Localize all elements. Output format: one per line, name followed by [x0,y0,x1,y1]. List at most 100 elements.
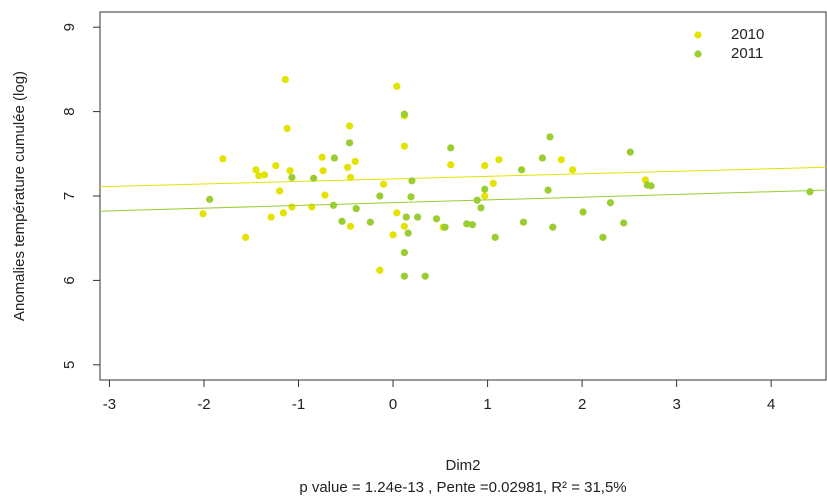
point [557,156,565,164]
x-tick-label: -3 [103,396,116,413]
point [272,162,280,170]
legend-marker [694,50,702,58]
point [321,191,329,199]
point [400,110,408,118]
x-tick-label: 4 [767,396,775,413]
point [288,173,296,182]
point [199,210,207,218]
point [281,75,289,84]
point [421,272,429,280]
point [219,155,227,163]
point [393,82,401,90]
point [319,167,327,175]
point [318,153,326,161]
x-tick-label: 2 [578,396,586,413]
point [283,124,291,133]
point [579,208,587,216]
point [288,203,296,211]
point [338,217,346,225]
y-tick-label: 7 [61,192,78,200]
point [491,233,499,241]
point [389,231,397,239]
point [252,166,260,174]
point [345,122,354,130]
point [620,219,628,227]
point [599,233,607,241]
point [393,209,401,217]
y-tick-label: 9 [61,23,78,31]
subtitle: p value = 1.24e-13 , Pente =0.02981, R² … [299,479,626,496]
y-tick-label: 6 [61,276,78,284]
point [400,142,408,150]
point [351,157,359,165]
point [432,215,441,223]
point [407,193,415,201]
point [447,144,455,152]
point [279,209,287,217]
point [400,248,408,257]
point [481,162,489,170]
y-tick-label: 8 [61,107,78,115]
x-tick-label: -1 [292,396,305,413]
point [345,139,354,147]
legend-label: 2011 [731,45,763,62]
point [519,218,528,226]
point [241,233,250,241]
point [463,220,471,228]
point [267,213,275,221]
y-axis-label: Anomalies température cumulée (log) [11,71,28,321]
point [286,167,294,175]
y-tick-label: 5 [61,361,78,369]
x-tick-label: 0 [389,396,397,413]
point [329,201,338,209]
point [346,222,355,230]
point [549,223,557,231]
point [330,154,339,162]
point [379,180,388,188]
point [260,171,269,179]
point [468,221,477,229]
point [404,229,412,237]
point [400,222,408,230]
point [346,173,355,182]
point [518,166,526,174]
point [569,166,577,174]
trend-line [99,189,827,212]
point [366,218,374,226]
point [647,182,655,190]
point [402,213,410,221]
point [481,192,489,200]
point [408,177,416,185]
point [276,187,284,195]
point [606,199,615,207]
point [473,196,481,204]
point [447,161,455,169]
trend-line [99,166,827,188]
x-tick-label: 1 [483,396,491,413]
x-tick-label: -2 [197,396,210,413]
point [489,179,497,187]
point [352,205,360,213]
point [308,203,316,211]
point [626,148,634,156]
point [477,204,485,212]
point [806,188,814,196]
point [495,156,503,164]
point [310,174,318,182]
point [376,266,384,274]
legend-marker [694,31,702,39]
point [481,185,489,193]
point [344,163,352,171]
point [414,213,422,221]
legend-label: 2010 [731,26,764,43]
point [546,133,554,141]
x-axis-label: Dim2 [445,457,480,474]
point [255,172,263,180]
point [400,272,408,280]
point [376,192,384,200]
point [206,195,214,203]
point [544,186,552,194]
point [538,154,547,162]
point [441,223,449,231]
